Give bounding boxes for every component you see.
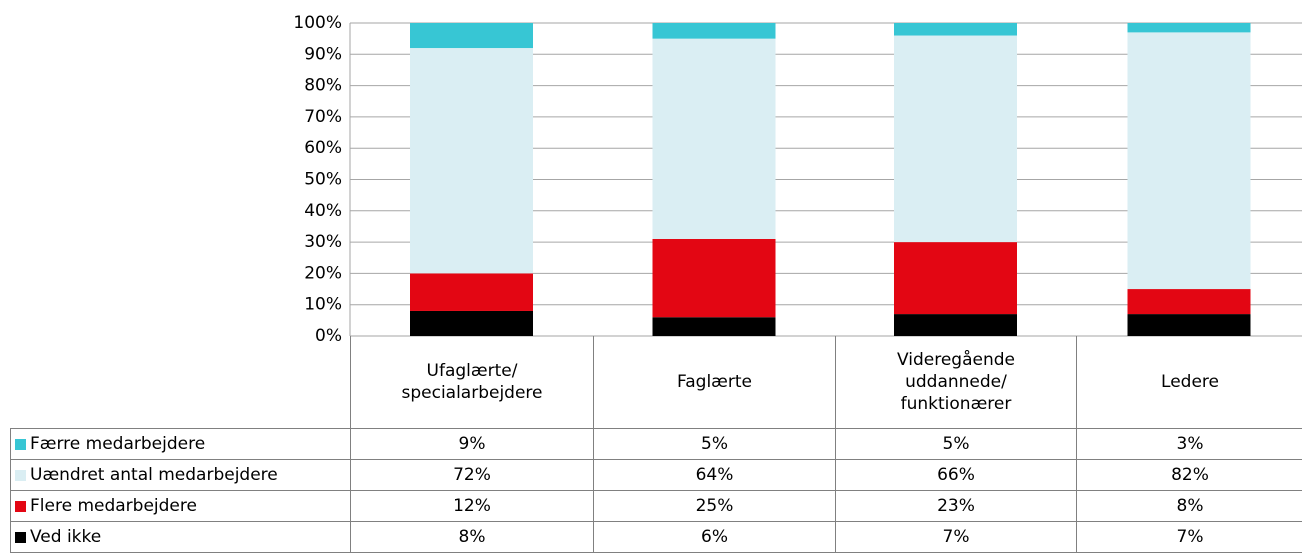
bar-segment bbox=[1127, 32, 1251, 290]
bar-segment bbox=[894, 35, 1017, 243]
category-header: Ledere bbox=[1076, 336, 1302, 428]
data-label: 8% bbox=[350, 521, 594, 553]
y-tick-label: 60% bbox=[304, 138, 342, 158]
legend-entry: Uændret antal medarbejdere bbox=[10, 459, 351, 491]
bar-segment bbox=[652, 317, 776, 336]
y-tick-label: 20% bbox=[304, 263, 342, 283]
data-label: 23% bbox=[835, 490, 1077, 522]
legend-label: Flere medarbejdere bbox=[30, 496, 197, 516]
legend-key bbox=[15, 438, 26, 450]
data-label: 25% bbox=[593, 490, 836, 522]
y-tick-label: 70% bbox=[304, 107, 342, 127]
bars bbox=[410, 23, 1251, 336]
bar-segment bbox=[1127, 23, 1251, 33]
category-header: Ufaglærte/ specialarbejdere bbox=[350, 336, 594, 428]
bar-segment bbox=[410, 310, 533, 336]
y-tick-label: 0% bbox=[315, 326, 342, 346]
data-label: 72% bbox=[350, 459, 594, 491]
legend-label: Uændret antal medarbejdere bbox=[30, 465, 278, 485]
bar-segment bbox=[410, 48, 533, 274]
data-label: 7% bbox=[835, 521, 1077, 553]
data-label: 66% bbox=[835, 459, 1077, 491]
legend-label: Ved ikke bbox=[30, 527, 102, 547]
data-label: 8% bbox=[1076, 490, 1302, 522]
bar-segment bbox=[652, 38, 776, 239]
y-tick-label: 80% bbox=[304, 76, 342, 96]
data-label: 64% bbox=[593, 459, 836, 491]
bar-segment bbox=[894, 23, 1017, 36]
data-label: 9% bbox=[350, 428, 594, 460]
category-header: Faglærte bbox=[593, 336, 836, 428]
bar-segment bbox=[894, 314, 1017, 336]
legend-key bbox=[15, 531, 26, 543]
bar-segment bbox=[652, 23, 776, 39]
legend-entry: Færre medarbejdere bbox=[10, 428, 351, 460]
y-tick-label: 30% bbox=[304, 232, 342, 252]
legend-key bbox=[15, 500, 26, 512]
legend-key bbox=[15, 469, 26, 481]
data-label: 82% bbox=[1076, 459, 1302, 491]
y-tick-label: 90% bbox=[304, 44, 342, 64]
data-label: 5% bbox=[593, 428, 836, 460]
data-label: 3% bbox=[1076, 428, 1302, 460]
bar-segment bbox=[894, 242, 1017, 315]
legend-label: Færre medarbejdere bbox=[30, 434, 206, 454]
bar-segment bbox=[652, 238, 776, 318]
y-tick-label: 40% bbox=[304, 201, 342, 221]
bar-segment bbox=[1127, 314, 1251, 336]
legend-entry: Ved ikke bbox=[10, 521, 351, 553]
data-label: 5% bbox=[835, 428, 1077, 460]
bar-segment bbox=[410, 23, 533, 49]
y-tick-label: 50% bbox=[304, 170, 342, 190]
data-label: 12% bbox=[350, 490, 594, 522]
y-tick-label: 100% bbox=[293, 13, 342, 33]
bar-segment bbox=[1127, 289, 1251, 315]
data-label: 6% bbox=[593, 521, 836, 553]
data-label: 7% bbox=[1076, 521, 1302, 553]
y-tick-label: 10% bbox=[304, 295, 342, 315]
bar-segment bbox=[410, 273, 533, 311]
legend-entry: Flere medarbejdere bbox=[10, 490, 351, 522]
category-header: Videregående uddannede/ funktionærer bbox=[835, 336, 1077, 428]
